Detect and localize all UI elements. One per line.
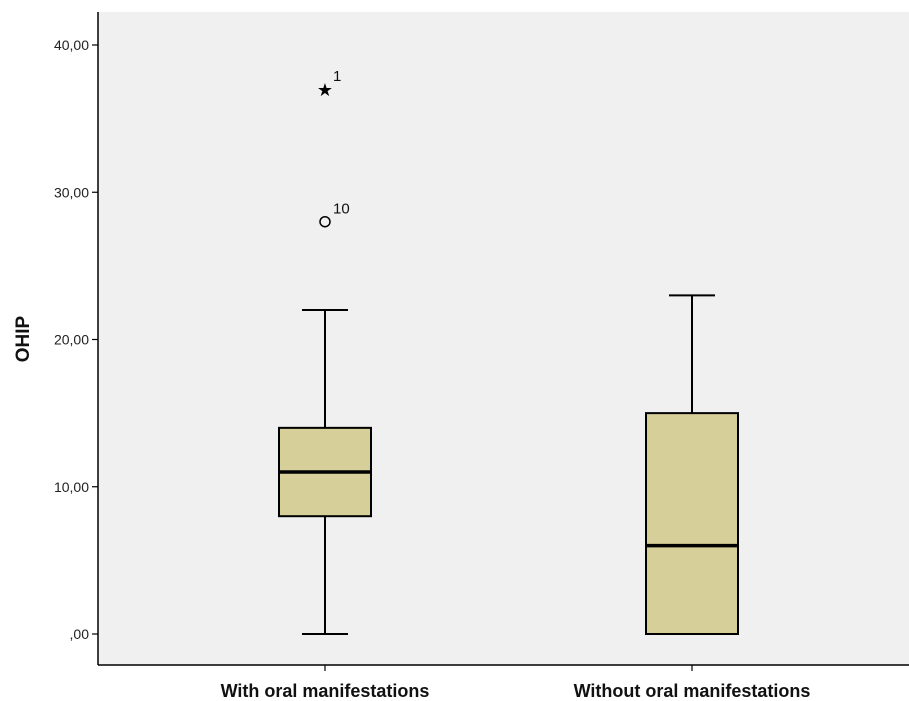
outlier-label: 1: [333, 68, 341, 85]
outlier-label: 10: [333, 201, 350, 218]
iqr-box: [645, 412, 739, 635]
x-category-label: With oral manifestations: [221, 681, 430, 701]
y-tick-label: 10,00: [54, 479, 89, 495]
y-axis-title: OHIP: [13, 315, 34, 362]
y-tick-label: 40,00: [54, 37, 89, 53]
y-tick-label: 20,00: [54, 332, 89, 348]
y-axis-ticks: ,00 10,00 20,00 30,00 40,00: [54, 37, 98, 642]
box-1: ★1 10: [278, 68, 372, 635]
plot-background: [98, 12, 909, 665]
outlier-circle-marker: [319, 215, 331, 228]
outlier-star-marker: ★: [317, 80, 333, 101]
x-axis-ticks: With oral manifestations Without oral man…: [221, 665, 811, 701]
y-tick-label: ,00: [70, 626, 90, 642]
x-category-label: Without oral manifestations: [574, 681, 811, 701]
box-group: ★1 10: [278, 68, 739, 635]
box-2: [645, 294, 739, 635]
y-tick-label: 30,00: [54, 184, 89, 200]
